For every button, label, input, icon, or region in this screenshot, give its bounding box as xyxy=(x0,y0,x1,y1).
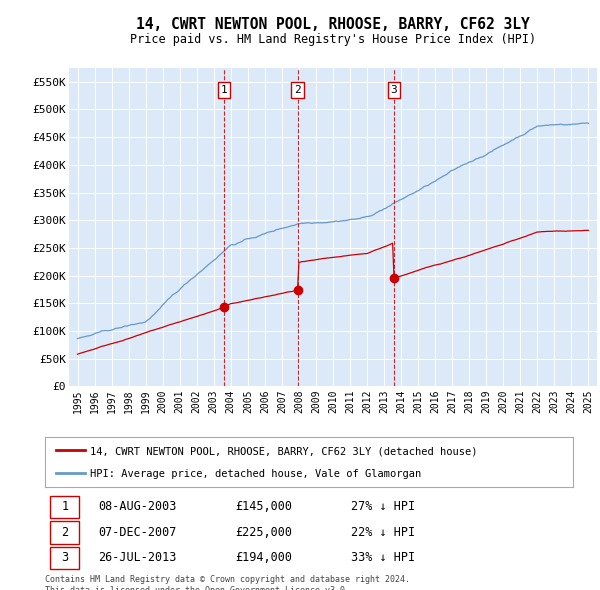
Text: HPI: Average price, detached house, Vale of Glamorgan: HPI: Average price, detached house, Vale… xyxy=(90,469,421,479)
Text: 27% ↓ HPI: 27% ↓ HPI xyxy=(351,500,415,513)
Text: Contains HM Land Registry data © Crown copyright and database right 2024.
This d: Contains HM Land Registry data © Crown c… xyxy=(45,575,410,590)
Text: 1: 1 xyxy=(61,500,68,513)
Text: £194,000: £194,000 xyxy=(235,552,292,565)
Text: £145,000: £145,000 xyxy=(235,500,292,513)
Text: 14, CWRT NEWTON POOL, RHOOSE, BARRY, CF62 3LY (detached house): 14, CWRT NEWTON POOL, RHOOSE, BARRY, CF6… xyxy=(90,447,478,457)
FancyBboxPatch shape xyxy=(50,496,79,518)
Text: 1: 1 xyxy=(221,85,227,95)
FancyBboxPatch shape xyxy=(50,547,79,569)
Text: Price paid vs. HM Land Registry's House Price Index (HPI): Price paid vs. HM Land Registry's House … xyxy=(130,33,536,46)
Text: 08-AUG-2003: 08-AUG-2003 xyxy=(98,500,176,513)
Text: 3: 3 xyxy=(391,85,397,95)
Text: 3: 3 xyxy=(61,552,68,565)
Text: £225,000: £225,000 xyxy=(235,526,292,539)
Text: 2: 2 xyxy=(294,85,301,95)
Text: 22% ↓ HPI: 22% ↓ HPI xyxy=(351,526,415,539)
Text: 14, CWRT NEWTON POOL, RHOOSE, BARRY, CF62 3LY: 14, CWRT NEWTON POOL, RHOOSE, BARRY, CF6… xyxy=(136,17,530,31)
Text: 26-JUL-2013: 26-JUL-2013 xyxy=(98,552,176,565)
Text: 33% ↓ HPI: 33% ↓ HPI xyxy=(351,552,415,565)
Text: 07-DEC-2007: 07-DEC-2007 xyxy=(98,526,176,539)
FancyBboxPatch shape xyxy=(50,522,79,543)
Text: 2: 2 xyxy=(61,526,68,539)
